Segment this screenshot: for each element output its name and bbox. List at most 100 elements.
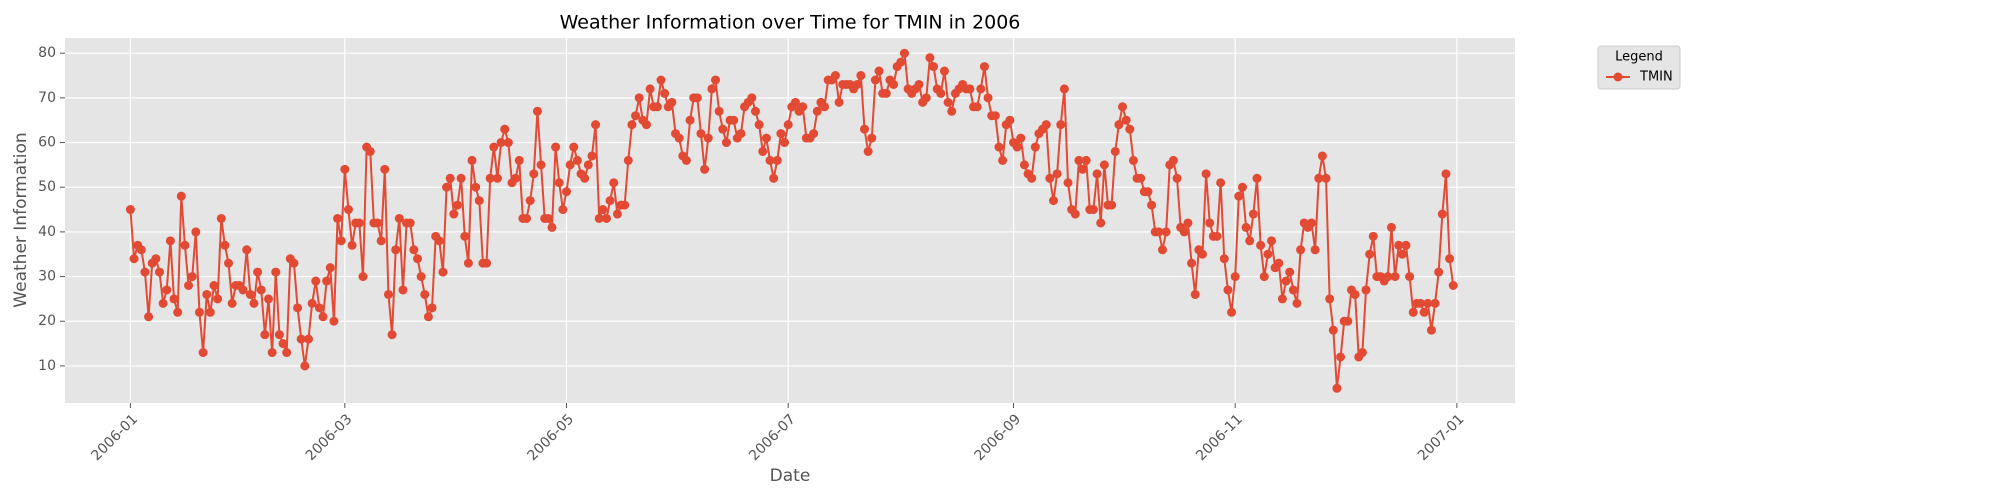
x-tick-label: 2006-01 xyxy=(88,411,141,464)
point xyxy=(438,267,448,277)
point xyxy=(1426,325,1436,335)
point xyxy=(979,62,989,72)
point xyxy=(899,48,909,58)
point xyxy=(176,191,186,201)
point xyxy=(1314,173,1324,183)
point xyxy=(300,361,310,371)
point xyxy=(184,281,194,291)
point xyxy=(1114,120,1124,130)
point xyxy=(547,222,557,232)
point xyxy=(1030,142,1040,152)
point xyxy=(318,312,328,322)
point xyxy=(1019,160,1029,170)
point xyxy=(965,84,975,94)
point xyxy=(1288,285,1298,295)
point xyxy=(714,106,724,116)
point xyxy=(543,213,553,223)
point xyxy=(154,267,164,277)
point xyxy=(1365,249,1375,259)
point xyxy=(812,106,822,116)
point xyxy=(514,155,524,165)
point xyxy=(783,120,793,130)
point xyxy=(496,138,506,148)
point xyxy=(1063,178,1073,188)
point xyxy=(1281,276,1291,286)
point xyxy=(1434,267,1444,277)
point xyxy=(1172,173,1182,183)
point xyxy=(1401,240,1411,250)
point xyxy=(416,272,426,282)
point xyxy=(1212,231,1222,241)
point xyxy=(1343,316,1353,326)
x-tick-label: 2006-11 xyxy=(1193,411,1246,464)
point xyxy=(1423,298,1433,308)
point xyxy=(750,106,760,116)
point xyxy=(776,129,786,139)
point xyxy=(758,146,768,156)
point xyxy=(289,258,299,268)
point xyxy=(169,294,179,304)
point xyxy=(1285,267,1295,277)
point xyxy=(271,267,281,277)
point xyxy=(1219,254,1229,264)
point xyxy=(376,236,386,246)
legend: Legend TMIN xyxy=(1597,45,1681,90)
point xyxy=(347,240,357,250)
point xyxy=(1448,281,1458,291)
point xyxy=(202,289,212,299)
point xyxy=(536,160,546,170)
point xyxy=(736,129,746,139)
point xyxy=(594,213,604,223)
point xyxy=(572,155,582,165)
point xyxy=(1325,294,1335,304)
x-axis-label: Date xyxy=(770,466,811,486)
point xyxy=(405,218,415,228)
point xyxy=(1005,115,1015,125)
point xyxy=(1096,218,1106,228)
point xyxy=(391,245,401,255)
point xyxy=(311,276,321,286)
point xyxy=(1205,218,1215,228)
point xyxy=(1445,254,1455,264)
point xyxy=(1416,298,1426,308)
point xyxy=(1267,236,1277,246)
point xyxy=(1394,240,1404,250)
point xyxy=(492,173,502,183)
point xyxy=(180,240,190,250)
point xyxy=(456,173,466,183)
point xyxy=(162,285,172,295)
point xyxy=(874,66,884,76)
point xyxy=(645,84,655,94)
point xyxy=(1081,155,1091,165)
x-tick-label: 2006-05 xyxy=(524,411,577,464)
point xyxy=(1201,169,1211,179)
point xyxy=(925,53,935,63)
point xyxy=(863,146,873,156)
point xyxy=(365,146,375,156)
point xyxy=(129,254,139,264)
point xyxy=(420,289,430,299)
point xyxy=(1128,155,1138,165)
point xyxy=(1390,272,1400,282)
point xyxy=(198,348,208,358)
point xyxy=(1408,307,1418,317)
point xyxy=(1310,245,1320,255)
point xyxy=(1405,272,1415,282)
point xyxy=(1041,120,1051,130)
point xyxy=(1383,272,1393,282)
point xyxy=(1092,169,1102,179)
point xyxy=(191,227,201,237)
point xyxy=(1197,249,1207,259)
point xyxy=(224,258,234,268)
point xyxy=(1263,249,1273,259)
point xyxy=(1227,307,1237,317)
point xyxy=(125,205,135,215)
point xyxy=(1154,227,1164,237)
point xyxy=(612,209,622,219)
point xyxy=(558,205,568,215)
point xyxy=(1216,178,1226,188)
point xyxy=(282,348,292,358)
point xyxy=(427,303,437,313)
point xyxy=(554,178,564,188)
